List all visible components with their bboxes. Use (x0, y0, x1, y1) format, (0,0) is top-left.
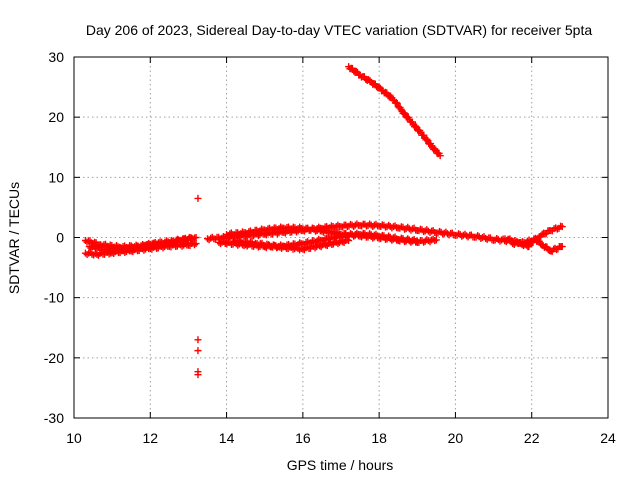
x-tick-label: 24 (600, 430, 616, 446)
data-point (431, 145, 439, 153)
data-point (432, 236, 440, 244)
data-point (343, 236, 351, 244)
outlier-point (194, 347, 202, 355)
data-point (337, 230, 345, 238)
data-point (188, 235, 196, 243)
data-point (377, 235, 385, 243)
data-point (258, 225, 266, 233)
data-point (387, 92, 395, 100)
data-point (423, 135, 431, 143)
y-tick-label: 30 (48, 49, 64, 65)
data-point (412, 122, 420, 130)
data-point (392, 98, 400, 106)
data-point (296, 223, 304, 231)
outlier-point (194, 336, 202, 344)
data-point (431, 237, 439, 245)
data-point (185, 234, 193, 242)
data-point (307, 226, 315, 234)
data-point (389, 223, 397, 231)
data-point (389, 235, 397, 243)
y-axis-label: SDTVAR / TECUs (6, 182, 22, 294)
data-point (375, 83, 383, 91)
x-tick-labels: 10 12 14 16 18 20 22 24 (66, 430, 616, 446)
y-tick-label: 20 (48, 109, 64, 125)
data-point (478, 234, 486, 242)
data-point (353, 220, 361, 228)
data-point (352, 67, 360, 75)
y-tick-label: 10 (48, 169, 64, 185)
data-point (400, 109, 408, 117)
data-point (370, 233, 378, 241)
data-point (192, 234, 200, 241)
chart-title: Day 206 of 2023, Sidereal Day-to-day VTE… (86, 22, 593, 38)
outlier-point (194, 194, 202, 202)
data-point (558, 223, 566, 231)
data-point (409, 237, 417, 245)
y-tick-label: 0 (56, 230, 64, 246)
data-point (345, 237, 353, 245)
data-point (93, 245, 101, 253)
data-point (128, 243, 136, 251)
data-point (316, 242, 324, 250)
data-point (558, 243, 566, 251)
x-tick-label: 18 (371, 430, 387, 446)
x-tick-label: 10 (66, 430, 82, 446)
x-tick-label: 16 (295, 430, 311, 446)
y-tick-label: -10 (44, 290, 64, 306)
data-point (261, 226, 269, 234)
data-point (277, 223, 285, 231)
data-point (192, 240, 200, 248)
data-point (415, 227, 423, 235)
data-point (393, 99, 401, 107)
ticks (73, 56, 609, 419)
data-point (234, 229, 242, 237)
y-tick-label: -30 (44, 410, 64, 426)
x-tick-label: 14 (219, 430, 235, 446)
data-point (242, 229, 250, 237)
x-axis-label: GPS time / hours (287, 457, 394, 473)
data-point (191, 241, 199, 249)
y-tick-labels: -30 -20 -10 0 10 20 30 (44, 49, 64, 426)
data-point (296, 239, 304, 247)
data-point (334, 221, 342, 229)
data-points (81, 63, 566, 379)
data-point (326, 239, 334, 247)
data-point (429, 235, 437, 243)
data-point (434, 229, 442, 237)
y-tick-label: -20 (44, 350, 64, 366)
data-point (264, 225, 272, 233)
data-point (370, 221, 378, 229)
x-tick-label: 22 (524, 430, 540, 446)
data-point (140, 241, 148, 249)
data-point (436, 152, 444, 160)
data-point (396, 224, 404, 232)
data-point (238, 228, 246, 236)
data-point (323, 234, 331, 242)
x-tick-label: 12 (142, 430, 158, 446)
x-tick-label: 20 (448, 430, 464, 446)
outlier-point (194, 371, 202, 379)
data-point (339, 238, 347, 246)
data-point (303, 243, 311, 251)
